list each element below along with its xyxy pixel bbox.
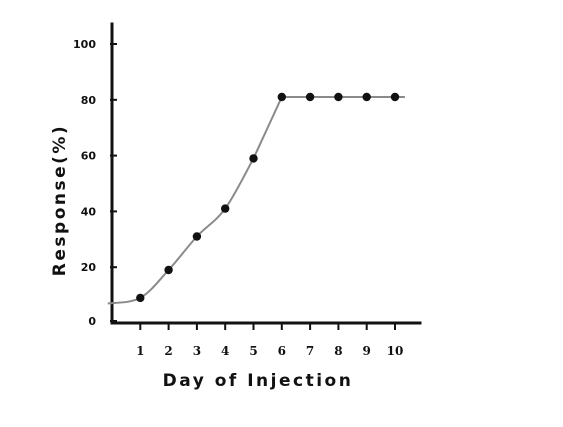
x-tick-label: 8: [334, 344, 342, 358]
x-tick-label: 9: [363, 344, 371, 358]
x-tick-label: 3: [193, 344, 201, 358]
x-tick-label: 6: [278, 344, 286, 358]
x-tick-label: 10: [387, 344, 404, 358]
y-tick-label: 80: [81, 94, 97, 107]
series-line: [107, 96, 405, 305]
data-point: [305, 92, 315, 102]
axes: [110, 22, 422, 325]
y-tick-label: 0: [88, 315, 96, 328]
data-point: [192, 232, 202, 241]
data-point: [164, 265, 173, 275]
y-tick-label: 100: [73, 38, 96, 51]
y-ticks: 0 20 40 60 80 100: [73, 38, 117, 328]
y-tick-label: 20: [81, 261, 97, 274]
data-point: [249, 154, 258, 163]
x-ticks: 1 2 3 4 5 6 7 8 9 10: [136, 323, 403, 358]
data-points: [136, 92, 400, 303]
x-tick-label: 1: [136, 344, 144, 358]
x-tick-label: 4: [221, 344, 229, 358]
data-point: [334, 92, 343, 102]
data-point: [390, 92, 400, 102]
series: [107, 96, 405, 305]
data-point: [221, 204, 230, 213]
x-tick-label: 7: [306, 344, 314, 358]
x-tick-label: 2: [164, 344, 172, 358]
y-tick-label: 40: [81, 205, 97, 218]
x-axis-title: Day of Injection: [163, 371, 354, 391]
data-point: [277, 92, 286, 102]
y-axis-title: Response(%): [50, 124, 70, 276]
y-tick-label: 60: [81, 150, 97, 163]
data-point: [362, 92, 371, 102]
x-tick-label: 5: [249, 344, 257, 358]
data-point: [136, 293, 145, 303]
